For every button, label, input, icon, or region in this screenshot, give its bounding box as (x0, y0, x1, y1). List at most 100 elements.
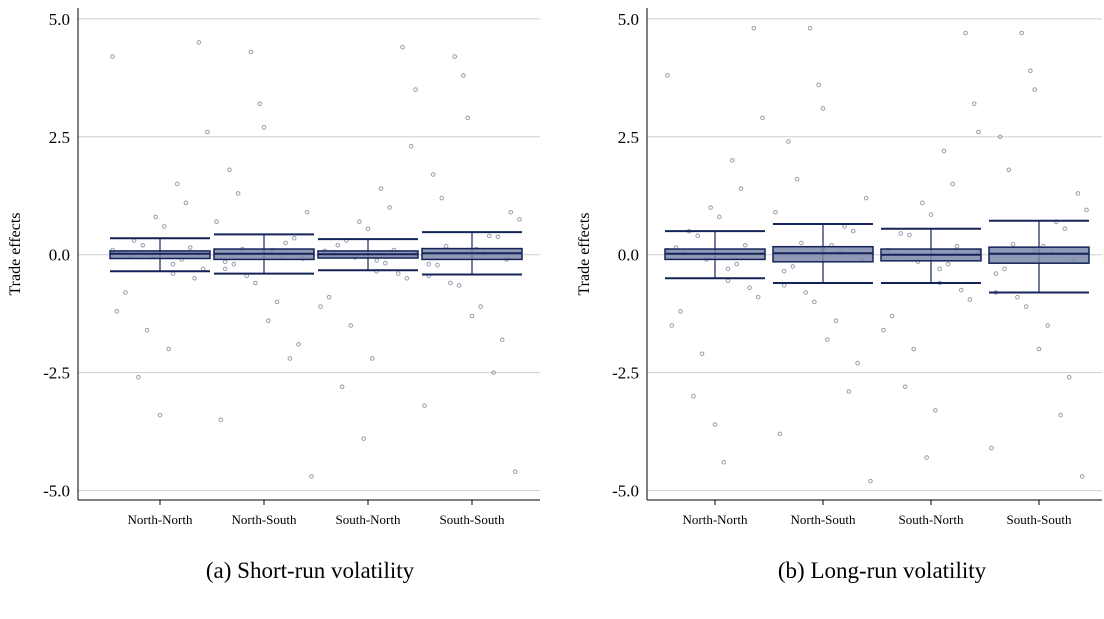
point (456, 283, 462, 288)
point (669, 323, 675, 328)
point (257, 101, 262, 107)
y-tick-label: 2.5 (49, 128, 70, 147)
point (517, 217, 522, 222)
point (153, 214, 158, 220)
point (751, 25, 757, 31)
point (868, 478, 873, 484)
point (499, 337, 505, 342)
point (1036, 346, 1042, 352)
point (1075, 191, 1081, 196)
point (1006, 167, 1012, 173)
point (760, 115, 765, 121)
point (253, 280, 258, 286)
point (222, 259, 228, 265)
point (162, 224, 167, 229)
caption: (b) Long-run volatility (778, 558, 987, 583)
x-tick-label: South-North (899, 512, 965, 527)
point (902, 384, 908, 390)
y-tick-label: -2.5 (43, 364, 70, 383)
point (950, 181, 955, 187)
box (988, 246, 1090, 264)
point (296, 342, 301, 347)
point (786, 139, 791, 144)
point (110, 54, 115, 59)
point (725, 278, 731, 283)
point (387, 205, 392, 210)
point (408, 143, 414, 149)
point (781, 268, 787, 274)
point (443, 243, 449, 249)
point (248, 49, 254, 55)
point (1045, 323, 1050, 328)
point (183, 200, 189, 206)
point (747, 285, 752, 291)
point (170, 261, 176, 267)
point (1079, 474, 1085, 479)
point (218, 417, 224, 423)
point (850, 228, 856, 234)
y-tick-label: -5.0 (612, 482, 639, 501)
point (738, 186, 744, 191)
point (794, 176, 800, 182)
point (192, 275, 197, 281)
point (404, 275, 410, 281)
point (665, 73, 670, 78)
point (945, 261, 951, 267)
point (907, 232, 912, 238)
point (235, 191, 241, 196)
point (937, 266, 942, 272)
point (222, 266, 228, 272)
point (734, 261, 739, 267)
point (1023, 304, 1029, 309)
caption: (a) Short-run volatility (206, 558, 415, 583)
point (465, 115, 470, 121)
y-tick-label: -2.5 (612, 364, 639, 383)
point (144, 327, 150, 333)
point (422, 403, 427, 408)
point (326, 294, 332, 300)
point (291, 235, 297, 241)
y-tick-label: 5.0 (49, 10, 70, 29)
point (283, 240, 288, 246)
point (971, 101, 977, 107)
point (863, 195, 869, 201)
point (114, 309, 120, 314)
point (993, 271, 999, 276)
point (439, 195, 445, 201)
point (1002, 266, 1007, 272)
point (244, 273, 250, 279)
point (825, 337, 830, 342)
x-tick-label: South-North (336, 512, 402, 527)
point (261, 125, 267, 130)
x-tick-label: South-South (439, 512, 505, 527)
point (954, 243, 960, 249)
x-tick-label: North-South (791, 512, 857, 527)
point (430, 172, 436, 177)
point (435, 262, 440, 268)
point (976, 129, 981, 135)
point (812, 299, 817, 305)
point (357, 219, 362, 224)
x-tick-label: North-North (683, 512, 748, 527)
y-tick-label: 0.0 (618, 246, 639, 265)
point (374, 258, 379, 263)
point (287, 356, 293, 361)
point (958, 287, 964, 293)
point (166, 346, 171, 352)
point (717, 214, 722, 220)
y-axis-title: Trade effects (7, 212, 24, 295)
point (881, 327, 886, 333)
point (712, 422, 718, 427)
point (1019, 30, 1025, 36)
point (335, 242, 341, 248)
point (911, 346, 917, 352)
point (816, 82, 821, 88)
point (1028, 68, 1033, 74)
point (989, 445, 994, 451)
point (304, 209, 310, 215)
point (691, 393, 696, 399)
y-tick-label: -5.0 (43, 482, 70, 501)
point (773, 209, 778, 215)
point (695, 233, 701, 239)
